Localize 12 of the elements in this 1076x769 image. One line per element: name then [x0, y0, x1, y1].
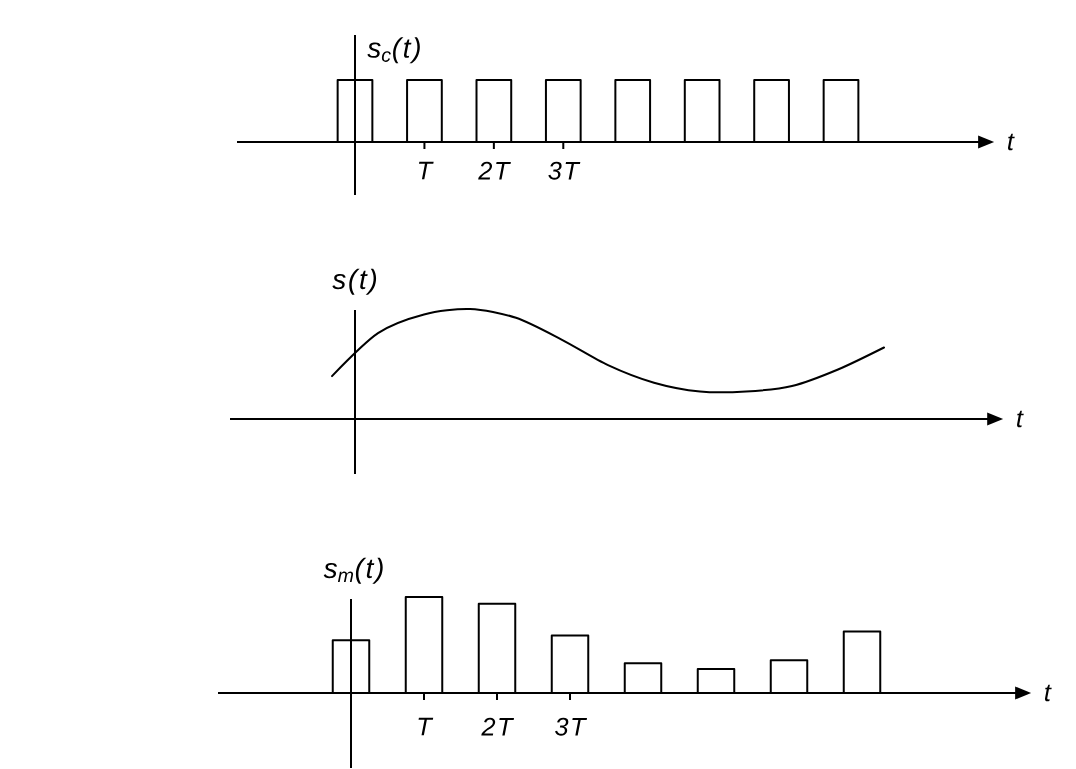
x-axis-title: t	[1008, 133, 1015, 151]
x-tick-label: 2T	[481, 717, 515, 736]
x-axis-title: t	[1044, 684, 1052, 702]
x-tick-label: T	[418, 161, 434, 180]
x-tick-label: 3T	[548, 161, 581, 180]
x-tick-label: 3T	[555, 717, 588, 736]
y-axis-title: s(t)	[332, 268, 377, 295]
y-axis-title: s$_{m}$(t)	[323, 557, 383, 584]
x-axis-title: t	[1017, 410, 1024, 428]
x-tick-label: T	[418, 717, 434, 736]
y-axis-title: s$_{c}$(t)	[367, 37, 420, 64]
x-tick-label: 2T	[478, 161, 511, 180]
